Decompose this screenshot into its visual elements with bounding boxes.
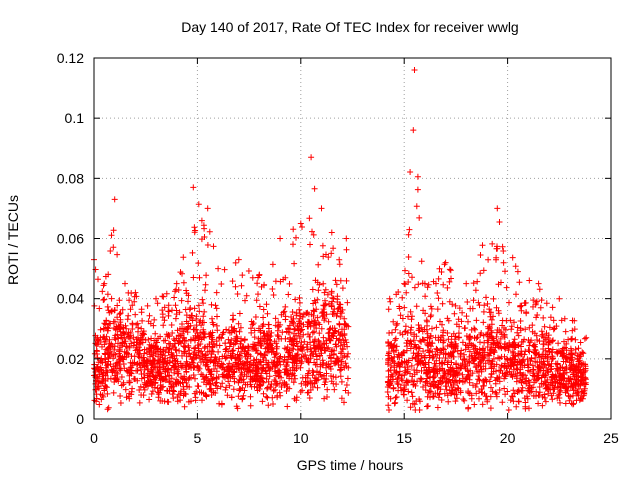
data-points bbox=[91, 67, 590, 413]
x-tick-label: 10 bbox=[293, 430, 309, 446]
y-axis-label: ROTI / TECUs bbox=[5, 195, 21, 285]
y-tick-label: 0.1 bbox=[65, 110, 85, 126]
x-tick-label: 0 bbox=[90, 430, 98, 446]
chart-title: Day 140 of 2017, Rate Of TEC Index for r… bbox=[181, 19, 518, 35]
y-tick-label: 0.04 bbox=[57, 291, 84, 307]
y-tick-label: 0.06 bbox=[57, 231, 84, 247]
x-tick-label: 20 bbox=[500, 430, 516, 446]
roti-plus-markers bbox=[91, 67, 590, 413]
x-tick-label: 15 bbox=[396, 430, 412, 446]
y-tick-label: 0.08 bbox=[57, 170, 84, 186]
axis-ticks: 0 5 10 15 20 25 0 0.02 0.04 0.06 0.08 0.1 0.12 bbox=[57, 50, 619, 446]
y-tick-label: 0.12 bbox=[57, 50, 84, 66]
y-tick-label: 0 bbox=[76, 411, 84, 427]
y-tick-label: 0.02 bbox=[57, 351, 84, 367]
x-axis-label: GPS time / hours bbox=[297, 457, 404, 473]
x-tick-label: 25 bbox=[603, 430, 619, 446]
x-tick-label: 5 bbox=[194, 430, 202, 446]
